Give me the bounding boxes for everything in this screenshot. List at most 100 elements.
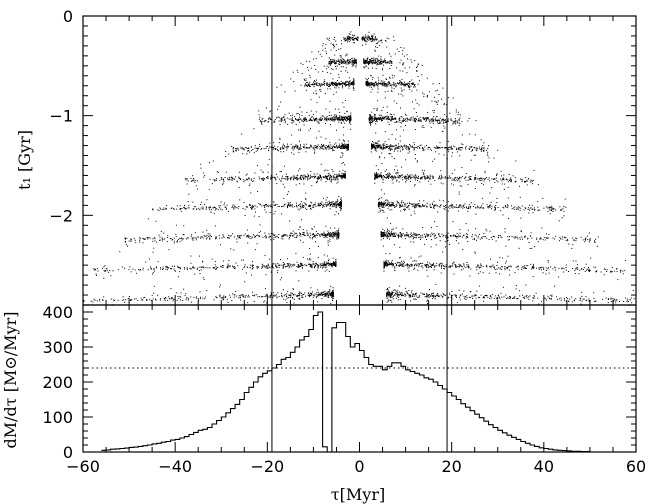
scatter-point: [191, 179, 193, 181]
scatter-point: [349, 36, 351, 38]
scatter-point: [373, 120, 375, 122]
scatter-point: [315, 82, 317, 84]
scatter-point: [414, 176, 416, 178]
scatter-point: [287, 203, 289, 205]
scatter-point: [338, 74, 340, 76]
scatter-point: [461, 236, 463, 238]
scatter-point: [192, 239, 194, 241]
scatter-point: [338, 173, 340, 175]
scatter-point: [511, 205, 512, 207]
scatter-point: [279, 117, 281, 119]
scatter-point: [230, 176, 232, 178]
scatter-point: [380, 114, 382, 116]
scatter-point: [382, 206, 384, 208]
scatter-point: [302, 175, 304, 177]
scatter-point: [315, 262, 317, 264]
scatter-point: [239, 236, 241, 238]
scatter-point: [391, 118, 393, 120]
scatter-point: [296, 179, 298, 181]
scatter-point: [311, 84, 313, 86]
scatter-point: [220, 201, 222, 203]
scatter-point: [410, 178, 412, 180]
scatter-point: [561, 209, 563, 211]
scatter-point: [249, 151, 251, 153]
scatter-point: [153, 237, 155, 239]
scatter-point: [524, 236, 526, 237]
scatter-point: [394, 82, 396, 84]
scatter-point: [193, 237, 194, 239]
scatter-point: [289, 177, 291, 179]
scatter-point: [256, 266, 258, 268]
scatter-point: [401, 234, 403, 236]
scatter-point: [300, 233, 301, 235]
scatter-point: [321, 145, 323, 147]
scatter-point: [309, 232, 311, 234]
scatter-point: [496, 202, 498, 203]
scatter-point: [343, 126, 345, 128]
scatter-point: [452, 263, 454, 265]
scatter-point: [363, 67, 365, 69]
scatter-point: [439, 117, 441, 119]
scatter-point: [321, 147, 322, 149]
scatter-point: [501, 178, 503, 180]
scatter-point: [172, 265, 174, 267]
scatter-point: [245, 147, 247, 148]
scatter-point: [409, 88, 411, 90]
scatter-point: [353, 59, 354, 61]
scatter-point: [372, 145, 374, 147]
scatter-point: [184, 178, 186, 180]
scatter-point: [415, 120, 417, 122]
scatter-point: [303, 174, 305, 176]
scatter-point: [372, 35, 374, 37]
scatter-point: [398, 237, 399, 239]
scatter-point: [209, 209, 211, 211]
scatter-point: [508, 180, 510, 181]
scatter-point: [493, 235, 495, 237]
scatter-point: [307, 147, 308, 149]
scatter-point: [396, 200, 398, 202]
scatter-point: [229, 235, 231, 237]
scatter-point: [301, 174, 302, 176]
scatter-point: [256, 148, 258, 149]
scatter-point: [491, 265, 493, 267]
scatter-point: [372, 120, 374, 122]
scatter-point: [382, 68, 384, 70]
scatter-point: [279, 264, 281, 266]
scatter-point: [426, 202, 428, 204]
scatter-point: [348, 38, 350, 39]
scatter-point: [209, 237, 211, 239]
scatter-point: [504, 205, 506, 206]
scatter-point: [187, 178, 189, 180]
scatter-point: [314, 147, 316, 149]
scatter-point: [491, 205, 493, 207]
scatter-point: [276, 173, 277, 175]
scatter-point: [371, 84, 373, 86]
scatter-point: [338, 117, 340, 118]
scatter-point: [476, 150, 478, 152]
scatter-point: [378, 145, 380, 147]
scatter-point: [338, 236, 339, 238]
scatter-point: [349, 39, 351, 40]
scatter-point: [504, 266, 506, 267]
scatter-point: [329, 177, 331, 178]
scatter-point: [395, 205, 397, 207]
scatter-point: [313, 84, 315, 86]
scatter-point: [394, 177, 396, 179]
scatter-point: [273, 120, 275, 122]
scatter-point: [302, 146, 304, 148]
scatter-point: [429, 174, 431, 176]
scatter-point: [344, 38, 346, 39]
scatter-point: [306, 85, 308, 87]
scatter-point: [334, 262, 336, 264]
scatter-point: [382, 204, 384, 206]
scatter-point: [346, 110, 348, 112]
scatter-point: [209, 206, 211, 208]
scatter-point: [336, 179, 338, 181]
scatter-point: [370, 118, 371, 120]
scatter-point: [368, 84, 370, 86]
scatter-point: [368, 117, 370, 119]
scatter-point: [466, 236, 468, 238]
scatter-point: [195, 185, 197, 187]
scatter-point: [321, 145, 323, 146]
scatter-point: [372, 141, 374, 142]
